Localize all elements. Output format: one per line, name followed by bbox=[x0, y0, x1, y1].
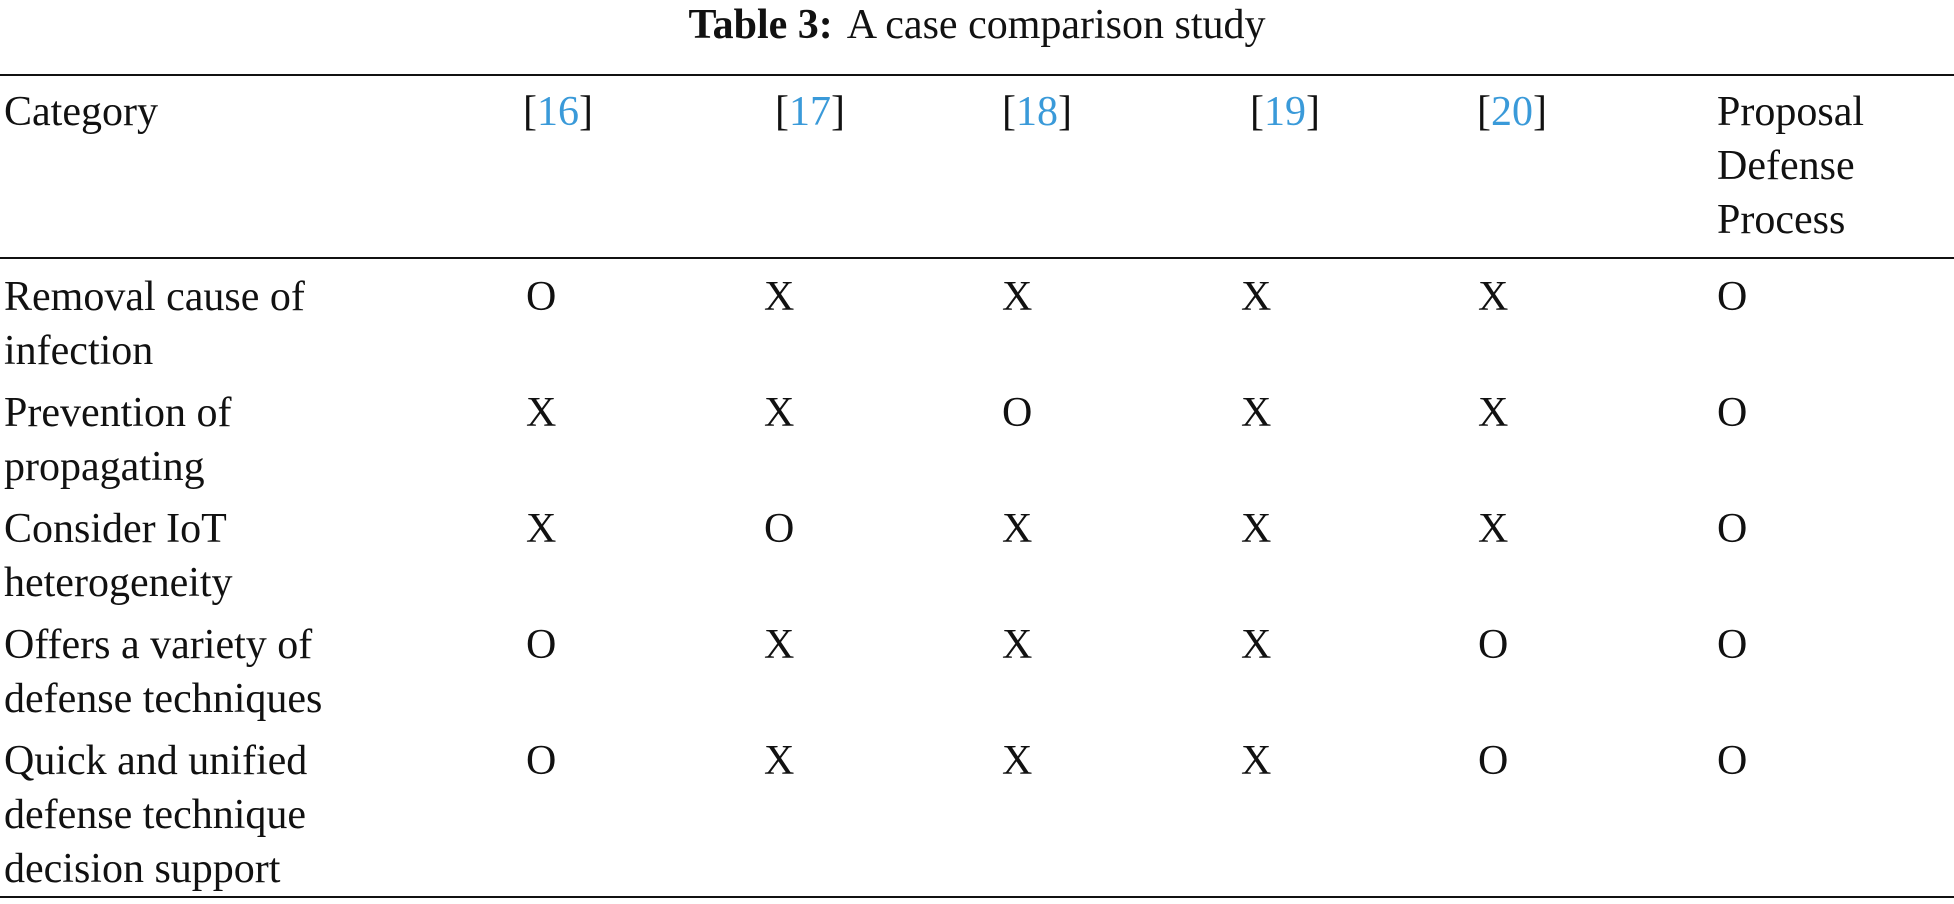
header-cell: [16] bbox=[523, 85, 723, 139]
cell-mark: X bbox=[1478, 274, 1509, 320]
bracket: [ bbox=[523, 89, 537, 135]
bracket: ] bbox=[1058, 89, 1072, 135]
cell-mark: X bbox=[1478, 390, 1509, 436]
cell-mark: O bbox=[764, 506, 795, 552]
cell-mark: X bbox=[1241, 274, 1272, 320]
cell-mark: O bbox=[1717, 622, 1748, 668]
reference-link: 19 bbox=[1264, 89, 1306, 135]
cell-mark: X bbox=[1478, 506, 1509, 552]
bracket: ] bbox=[831, 89, 845, 135]
cell-mark: X bbox=[1241, 622, 1272, 668]
cell-mark: X bbox=[526, 390, 557, 436]
cell-mark: O bbox=[1717, 506, 1748, 552]
row-label: Removal cause of infection bbox=[4, 274, 305, 374]
row-label: Consider IoT heterogeneity bbox=[4, 506, 233, 606]
cell-mark: O bbox=[526, 738, 557, 784]
cell-mark: X bbox=[764, 622, 795, 668]
cell-mark: X bbox=[1002, 274, 1033, 320]
row-label: Prevention of propagating bbox=[4, 390, 232, 490]
cell-mark: X bbox=[764, 390, 795, 436]
reference-link: 20 bbox=[1491, 89, 1533, 135]
header-text: Category bbox=[4, 89, 158, 135]
cell-mark: O bbox=[526, 274, 557, 320]
header-cell: [19] bbox=[1250, 85, 1450, 139]
cell-mark: X bbox=[526, 506, 557, 552]
bracket: ] bbox=[579, 89, 593, 135]
cell-mark: X bbox=[1241, 390, 1272, 436]
table-caption: A case comparison study bbox=[846, 2, 1266, 48]
header-cell: Category bbox=[4, 85, 394, 139]
cell-mark: X bbox=[1002, 738, 1033, 784]
cell-mark: O bbox=[1478, 738, 1509, 784]
cell-mark: O bbox=[1002, 390, 1033, 436]
bottom-rule bbox=[0, 896, 1954, 898]
header-cell: [17] bbox=[775, 85, 975, 139]
cell-mark: O bbox=[1717, 738, 1748, 784]
bracket: [ bbox=[775, 89, 789, 135]
cell-mark: X bbox=[1002, 506, 1033, 552]
cell-mark: O bbox=[1717, 390, 1748, 436]
row-label: Offers a variety of defense techniques bbox=[4, 622, 323, 722]
bracket: ] bbox=[1533, 89, 1547, 135]
header-cell: [20] bbox=[1477, 85, 1677, 139]
bracket: ] bbox=[1306, 89, 1320, 135]
cell-mark: O bbox=[1717, 274, 1748, 320]
header-text: Proposal Defense Process bbox=[1717, 89, 1864, 243]
cell-mark: X bbox=[764, 274, 795, 320]
reference-link: 17 bbox=[789, 89, 831, 135]
header-cell: Proposal Defense Process bbox=[1717, 85, 1927, 247]
header-rule bbox=[0, 257, 1954, 259]
top-rule bbox=[0, 74, 1954, 76]
bracket: [ bbox=[1477, 89, 1491, 135]
cell-mark: O bbox=[526, 622, 557, 668]
reference-link: 18 bbox=[1016, 89, 1058, 135]
cell-mark: X bbox=[1241, 738, 1272, 784]
row-label: Quick and unified defense technique deci… bbox=[4, 738, 308, 892]
header-cell: [18] bbox=[1002, 85, 1202, 139]
cell-mark: X bbox=[764, 738, 795, 784]
cell-mark: X bbox=[1002, 622, 1033, 668]
cell-mark: O bbox=[1478, 622, 1509, 668]
bracket: [ bbox=[1002, 89, 1016, 135]
table-label: Table 3: bbox=[688, 2, 833, 48]
bracket: [ bbox=[1250, 89, 1264, 135]
cell-mark: X bbox=[1241, 506, 1272, 552]
table-title: Table 3: A case comparison study bbox=[0, 0, 1954, 50]
reference-link: 16 bbox=[537, 89, 579, 135]
